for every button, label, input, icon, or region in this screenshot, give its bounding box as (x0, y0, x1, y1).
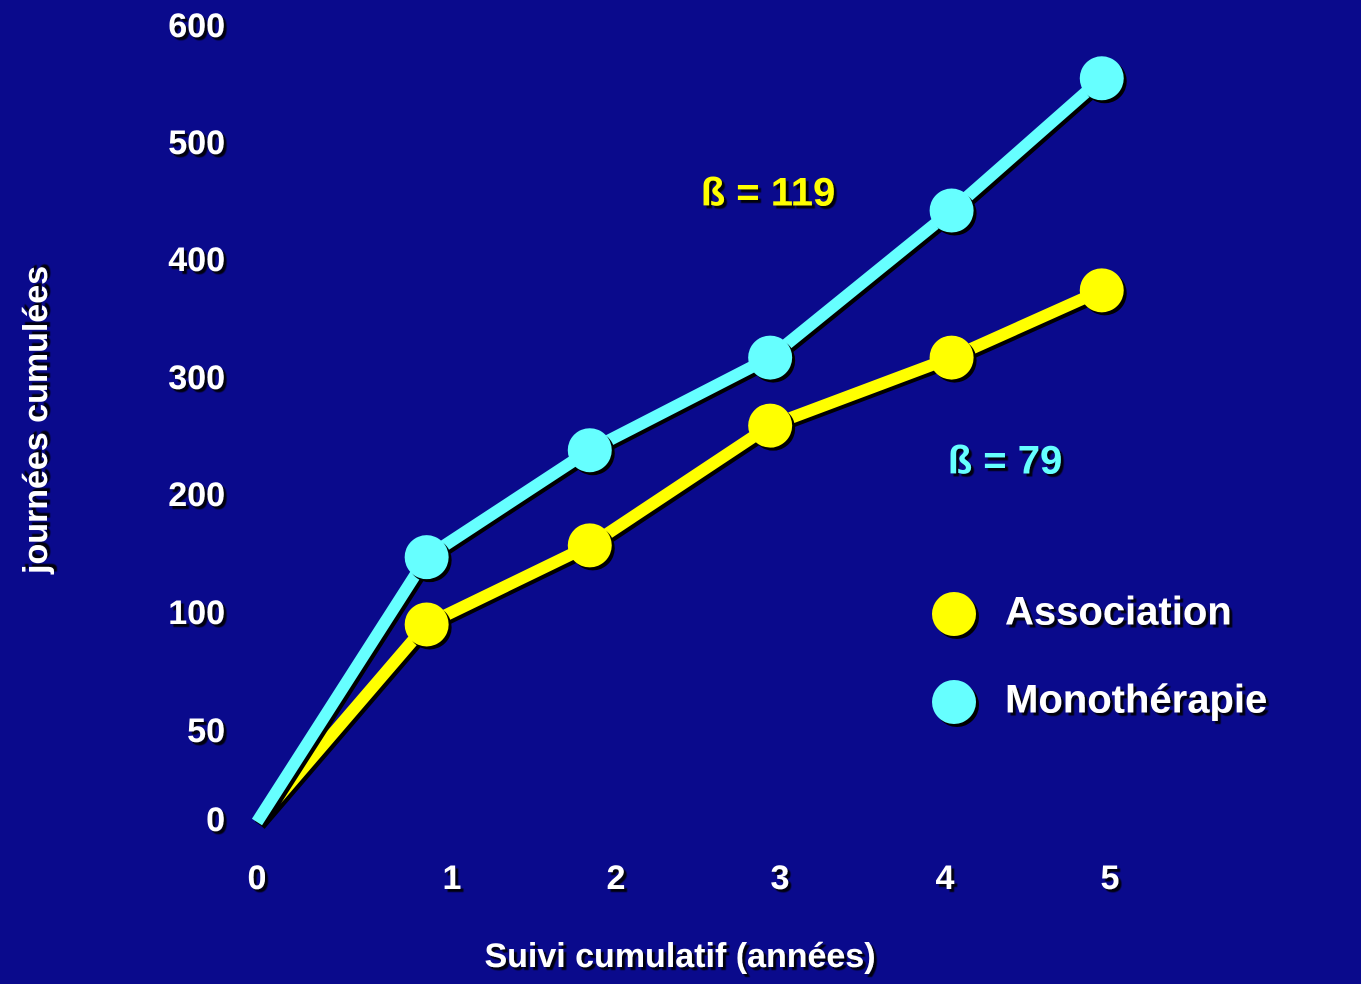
y-tick-label: 600 (168, 7, 225, 45)
marker (404, 535, 449, 580)
annotation: ß = 119 (701, 171, 836, 215)
annotation: ß = 79 (948, 439, 1063, 483)
y-tick-label: 400 (168, 241, 225, 279)
x-tick-label: 1 (443, 859, 462, 897)
y-tick-label: 100 (168, 594, 225, 632)
x-tick-label: 4 (936, 859, 955, 897)
y-tick-label: 500 (168, 124, 225, 162)
marker (1079, 268, 1124, 313)
x-axis-label: Suivi cumulatif (années) (484, 937, 875, 975)
marker (404, 602, 449, 647)
line (252, 284, 1105, 826)
marker (929, 188, 974, 233)
legend-label: Association (1005, 590, 1232, 634)
y-axis-label: journées cumulées (17, 266, 55, 575)
y-tick-label: 300 (168, 359, 225, 397)
marker (748, 403, 793, 448)
x-tick-label: 5 (1101, 859, 1120, 897)
y-tick-label: 0 (206, 801, 225, 839)
marker (929, 335, 974, 380)
y-tick-label: 200 (168, 476, 225, 514)
marker (748, 335, 793, 380)
marker (1079, 56, 1124, 101)
x-tick-label: 0 (248, 859, 267, 897)
legend-marker (932, 592, 976, 636)
marker (567, 523, 612, 568)
y-tick-label: 50 (187, 712, 225, 750)
legend-label: Monothérapie (1005, 678, 1267, 722)
line (251, 73, 1106, 826)
x-tick-label: 2 (607, 859, 626, 897)
legend-marker (932, 680, 976, 724)
marker (567, 428, 612, 473)
x-tick-label: 3 (771, 859, 790, 897)
